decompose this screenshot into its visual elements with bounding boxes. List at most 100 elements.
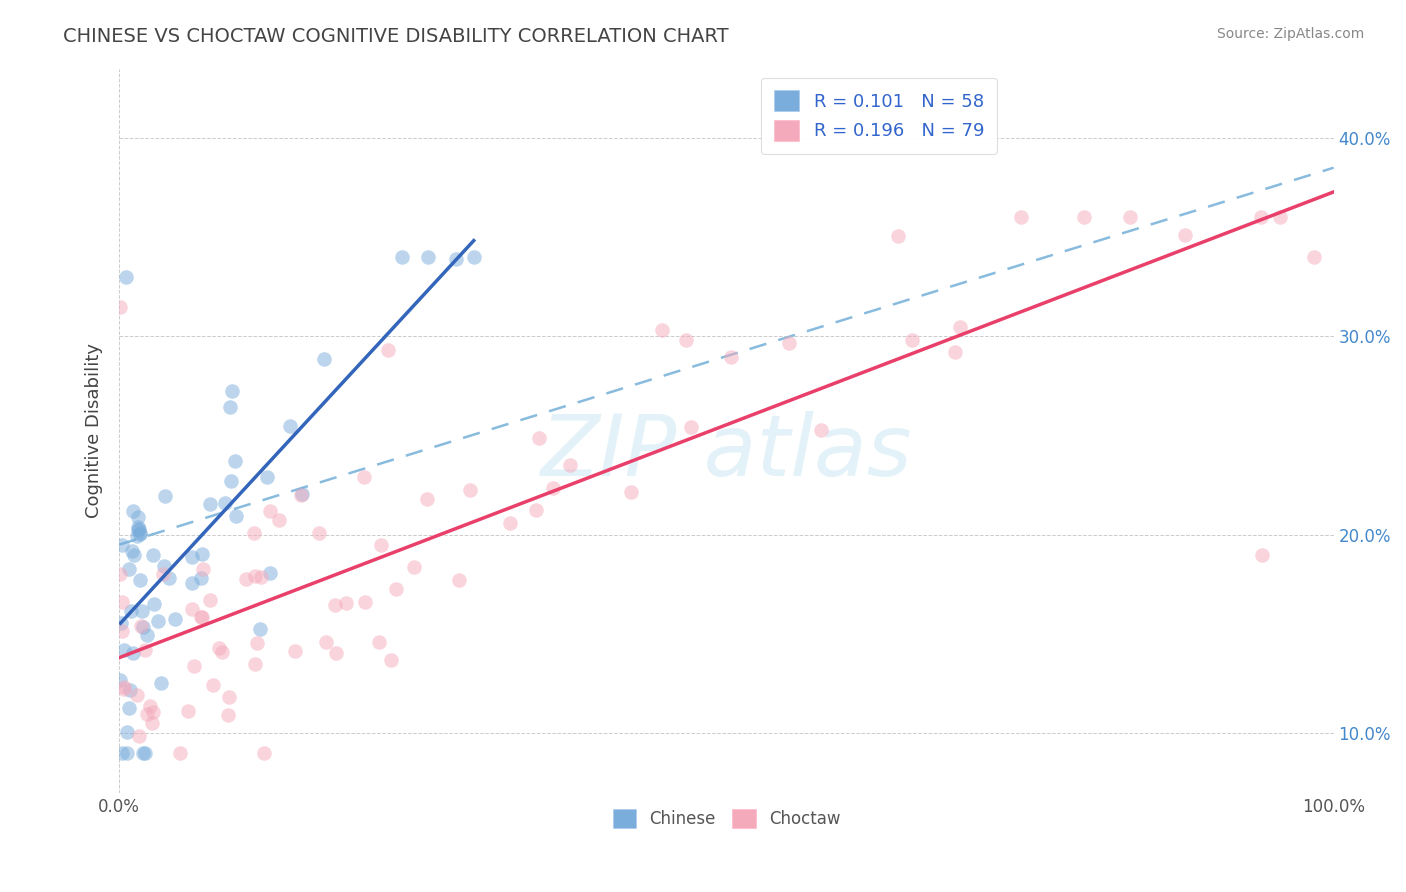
Point <box>291 487 314 501</box>
Point <box>463 250 485 264</box>
Point <box>219 400 242 414</box>
Point <box>560 458 582 472</box>
Point <box>118 562 141 576</box>
Point <box>201 678 224 692</box>
Point <box>278 418 301 433</box>
Point <box>177 704 200 718</box>
Point <box>256 470 278 484</box>
Point <box>136 707 159 722</box>
Point <box>157 571 180 585</box>
Point <box>353 470 375 484</box>
Point <box>181 576 204 591</box>
Point <box>129 574 152 588</box>
Legend: Chinese, Choctaw: Chinese, Choctaw <box>606 803 846 835</box>
Point <box>110 300 132 314</box>
Point <box>218 690 240 704</box>
Point <box>115 269 138 284</box>
Point <box>115 725 138 739</box>
Point <box>235 572 257 586</box>
Point <box>131 604 153 618</box>
Point <box>129 618 152 632</box>
Point <box>284 644 307 658</box>
Point <box>447 573 470 587</box>
Point <box>198 592 221 607</box>
Point <box>308 526 330 541</box>
Point <box>112 643 135 657</box>
Point <box>112 680 135 694</box>
Point <box>259 504 281 518</box>
Point <box>418 250 440 264</box>
Point <box>163 612 186 626</box>
Point <box>325 647 347 661</box>
Point <box>949 320 972 334</box>
Point <box>1270 211 1292 225</box>
Point <box>139 698 162 713</box>
Point <box>651 323 673 337</box>
Point <box>679 420 702 434</box>
Point <box>901 333 924 347</box>
Point <box>112 682 135 697</box>
Point <box>121 544 143 558</box>
Point <box>127 510 149 524</box>
Point <box>267 513 290 527</box>
Point <box>118 700 141 714</box>
Point <box>720 351 742 365</box>
Point <box>810 423 832 437</box>
Point <box>323 598 346 612</box>
Point <box>458 483 481 498</box>
Point <box>111 624 134 639</box>
Point <box>225 508 247 523</box>
Point <box>183 658 205 673</box>
Point <box>127 524 149 538</box>
Point <box>115 746 138 760</box>
Point <box>354 595 377 609</box>
Point <box>527 431 550 445</box>
Point <box>214 495 236 509</box>
Point <box>110 567 132 582</box>
Point <box>368 635 391 649</box>
Point <box>377 343 399 358</box>
Point <box>155 489 177 503</box>
Text: CHINESE VS CHOCTAW COGNITIVE DISABILITY CORRELATION CHART: CHINESE VS CHOCTAW COGNITIVE DISABILITY … <box>63 27 728 45</box>
Point <box>290 488 312 502</box>
Point <box>136 628 159 642</box>
Point <box>128 730 150 744</box>
Text: Source: ZipAtlas.com: Source: ZipAtlas.com <box>1216 27 1364 41</box>
Point <box>169 746 191 760</box>
Point <box>243 657 266 671</box>
Point <box>335 596 357 610</box>
Point <box>219 475 242 489</box>
Point <box>380 653 402 667</box>
Point <box>191 562 214 576</box>
Point <box>385 582 408 597</box>
Point <box>1010 211 1032 225</box>
Point <box>779 336 801 351</box>
Point <box>128 522 150 536</box>
Point <box>315 635 337 649</box>
Point <box>191 547 214 561</box>
Point <box>142 706 165 720</box>
Point <box>1303 250 1326 264</box>
Point <box>1174 227 1197 242</box>
Point <box>887 228 910 243</box>
Point <box>217 708 239 723</box>
Point <box>142 548 165 562</box>
Point <box>122 646 145 660</box>
Point <box>181 549 204 564</box>
Point <box>524 503 547 517</box>
Point <box>110 538 132 552</box>
Point <box>120 604 142 618</box>
Point <box>259 566 281 581</box>
Point <box>370 538 392 552</box>
Point <box>675 334 697 348</box>
Point <box>250 570 273 584</box>
Point <box>200 497 222 511</box>
Point <box>110 673 132 688</box>
Point <box>444 252 467 266</box>
Point <box>191 610 214 624</box>
Point <box>141 715 163 730</box>
Point <box>224 454 246 468</box>
Point <box>211 645 233 659</box>
Point <box>134 642 156 657</box>
Point <box>129 525 152 540</box>
